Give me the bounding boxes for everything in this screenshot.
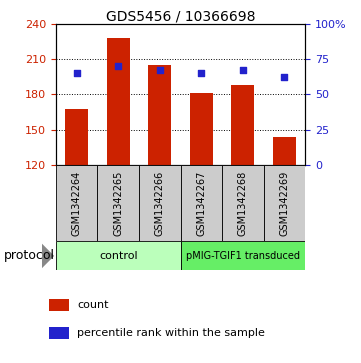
Point	[199, 70, 204, 76]
Bar	[222, 165, 264, 241]
Text: GSM1342265: GSM1342265	[113, 171, 123, 236]
Point	[282, 74, 287, 80]
Text: percentile rank within the sample: percentile rank within the sample	[77, 328, 265, 338]
Bar	[49, 299, 69, 311]
Text: GSM1342264: GSM1342264	[72, 171, 82, 236]
Bar	[180, 241, 305, 270]
Text: pMIG-TGIF1 transduced: pMIG-TGIF1 transduced	[186, 251, 300, 261]
Text: GDS5456 / 10366698: GDS5456 / 10366698	[106, 9, 255, 23]
Text: GSM1342269: GSM1342269	[279, 171, 289, 236]
Bar	[264, 165, 305, 241]
Point	[116, 63, 121, 69]
Bar	[49, 327, 69, 339]
Bar	[273, 137, 296, 165]
Bar	[190, 93, 213, 165]
Bar	[231, 85, 254, 165]
Text: protocol: protocol	[4, 249, 55, 262]
Point	[157, 68, 162, 73]
Point	[240, 68, 245, 73]
Bar	[56, 241, 180, 270]
Text: GSM1342267: GSM1342267	[196, 171, 206, 236]
Point	[74, 70, 80, 76]
Bar	[107, 38, 130, 165]
Bar	[97, 165, 139, 241]
Bar	[180, 165, 222, 241]
Bar	[65, 109, 88, 165]
Text: GSM1342268: GSM1342268	[238, 171, 248, 236]
Bar	[148, 65, 171, 165]
Bar	[56, 165, 97, 241]
Bar	[139, 165, 180, 241]
Text: control: control	[99, 251, 138, 261]
Text: count: count	[77, 300, 109, 310]
Polygon shape	[42, 243, 54, 269]
Text: GSM1342266: GSM1342266	[155, 171, 165, 236]
